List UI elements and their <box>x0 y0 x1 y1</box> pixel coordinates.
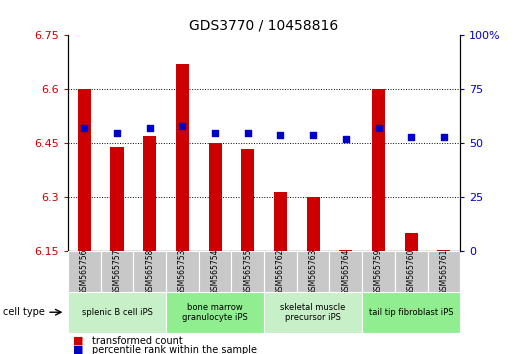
Bar <box>329 251 362 292</box>
Text: GSM565762: GSM565762 <box>276 249 285 295</box>
Bar <box>437 250 450 251</box>
Bar <box>110 147 123 251</box>
Point <box>407 134 415 140</box>
Point <box>309 132 317 138</box>
Text: GSM565756: GSM565756 <box>80 249 89 295</box>
Bar <box>176 64 189 251</box>
Bar <box>395 251 428 292</box>
Point <box>145 125 154 131</box>
Bar <box>231 251 264 292</box>
Bar <box>199 251 231 292</box>
Text: percentile rank within the sample: percentile rank within the sample <box>92 345 256 354</box>
Text: skeletal muscle
precursor iPS: skeletal muscle precursor iPS <box>280 303 346 322</box>
Bar <box>274 192 287 251</box>
Bar <box>68 292 166 333</box>
Point <box>113 130 121 136</box>
Bar <box>100 251 133 292</box>
Bar <box>264 292 362 333</box>
Point <box>440 134 448 140</box>
Text: GSM565755: GSM565755 <box>243 249 252 295</box>
Bar <box>405 233 418 251</box>
Point <box>276 132 285 138</box>
Bar <box>143 136 156 251</box>
Point <box>211 130 219 136</box>
Bar <box>372 90 385 251</box>
Bar <box>209 143 222 251</box>
Text: GSM565764: GSM565764 <box>342 249 350 295</box>
Bar <box>362 292 460 333</box>
Bar <box>78 90 91 251</box>
Point <box>244 130 252 136</box>
Bar <box>297 251 329 292</box>
Text: cell type: cell type <box>3 307 44 317</box>
Text: transformed count: transformed count <box>92 336 183 346</box>
Title: GDS3770 / 10458816: GDS3770 / 10458816 <box>189 19 339 33</box>
Text: ■: ■ <box>73 345 84 354</box>
Text: tail tip fibroblast iPS: tail tip fibroblast iPS <box>369 308 453 317</box>
Bar <box>241 149 254 251</box>
Bar <box>166 292 264 333</box>
Text: ■: ■ <box>73 336 84 346</box>
Text: splenic B cell iPS: splenic B cell iPS <box>82 308 153 317</box>
Point <box>178 123 187 129</box>
Text: GSM565758: GSM565758 <box>145 249 154 295</box>
Bar <box>339 250 353 251</box>
Text: GSM565761: GSM565761 <box>439 249 448 295</box>
Text: GSM565753: GSM565753 <box>178 249 187 295</box>
Bar <box>306 198 320 251</box>
Bar <box>166 251 199 292</box>
Bar <box>133 251 166 292</box>
Text: GSM565757: GSM565757 <box>112 249 121 295</box>
Point <box>342 136 350 142</box>
Point <box>374 125 383 131</box>
Text: GSM565763: GSM565763 <box>309 249 317 295</box>
Text: bone marrow
granulocyte iPS: bone marrow granulocyte iPS <box>182 303 248 322</box>
Bar <box>428 251 460 292</box>
Text: GSM565760: GSM565760 <box>407 249 416 295</box>
Text: GSM565759: GSM565759 <box>374 249 383 295</box>
Bar <box>264 251 297 292</box>
Bar <box>362 251 395 292</box>
Point <box>80 125 88 131</box>
Text: GSM565754: GSM565754 <box>211 249 220 295</box>
Bar <box>68 251 100 292</box>
